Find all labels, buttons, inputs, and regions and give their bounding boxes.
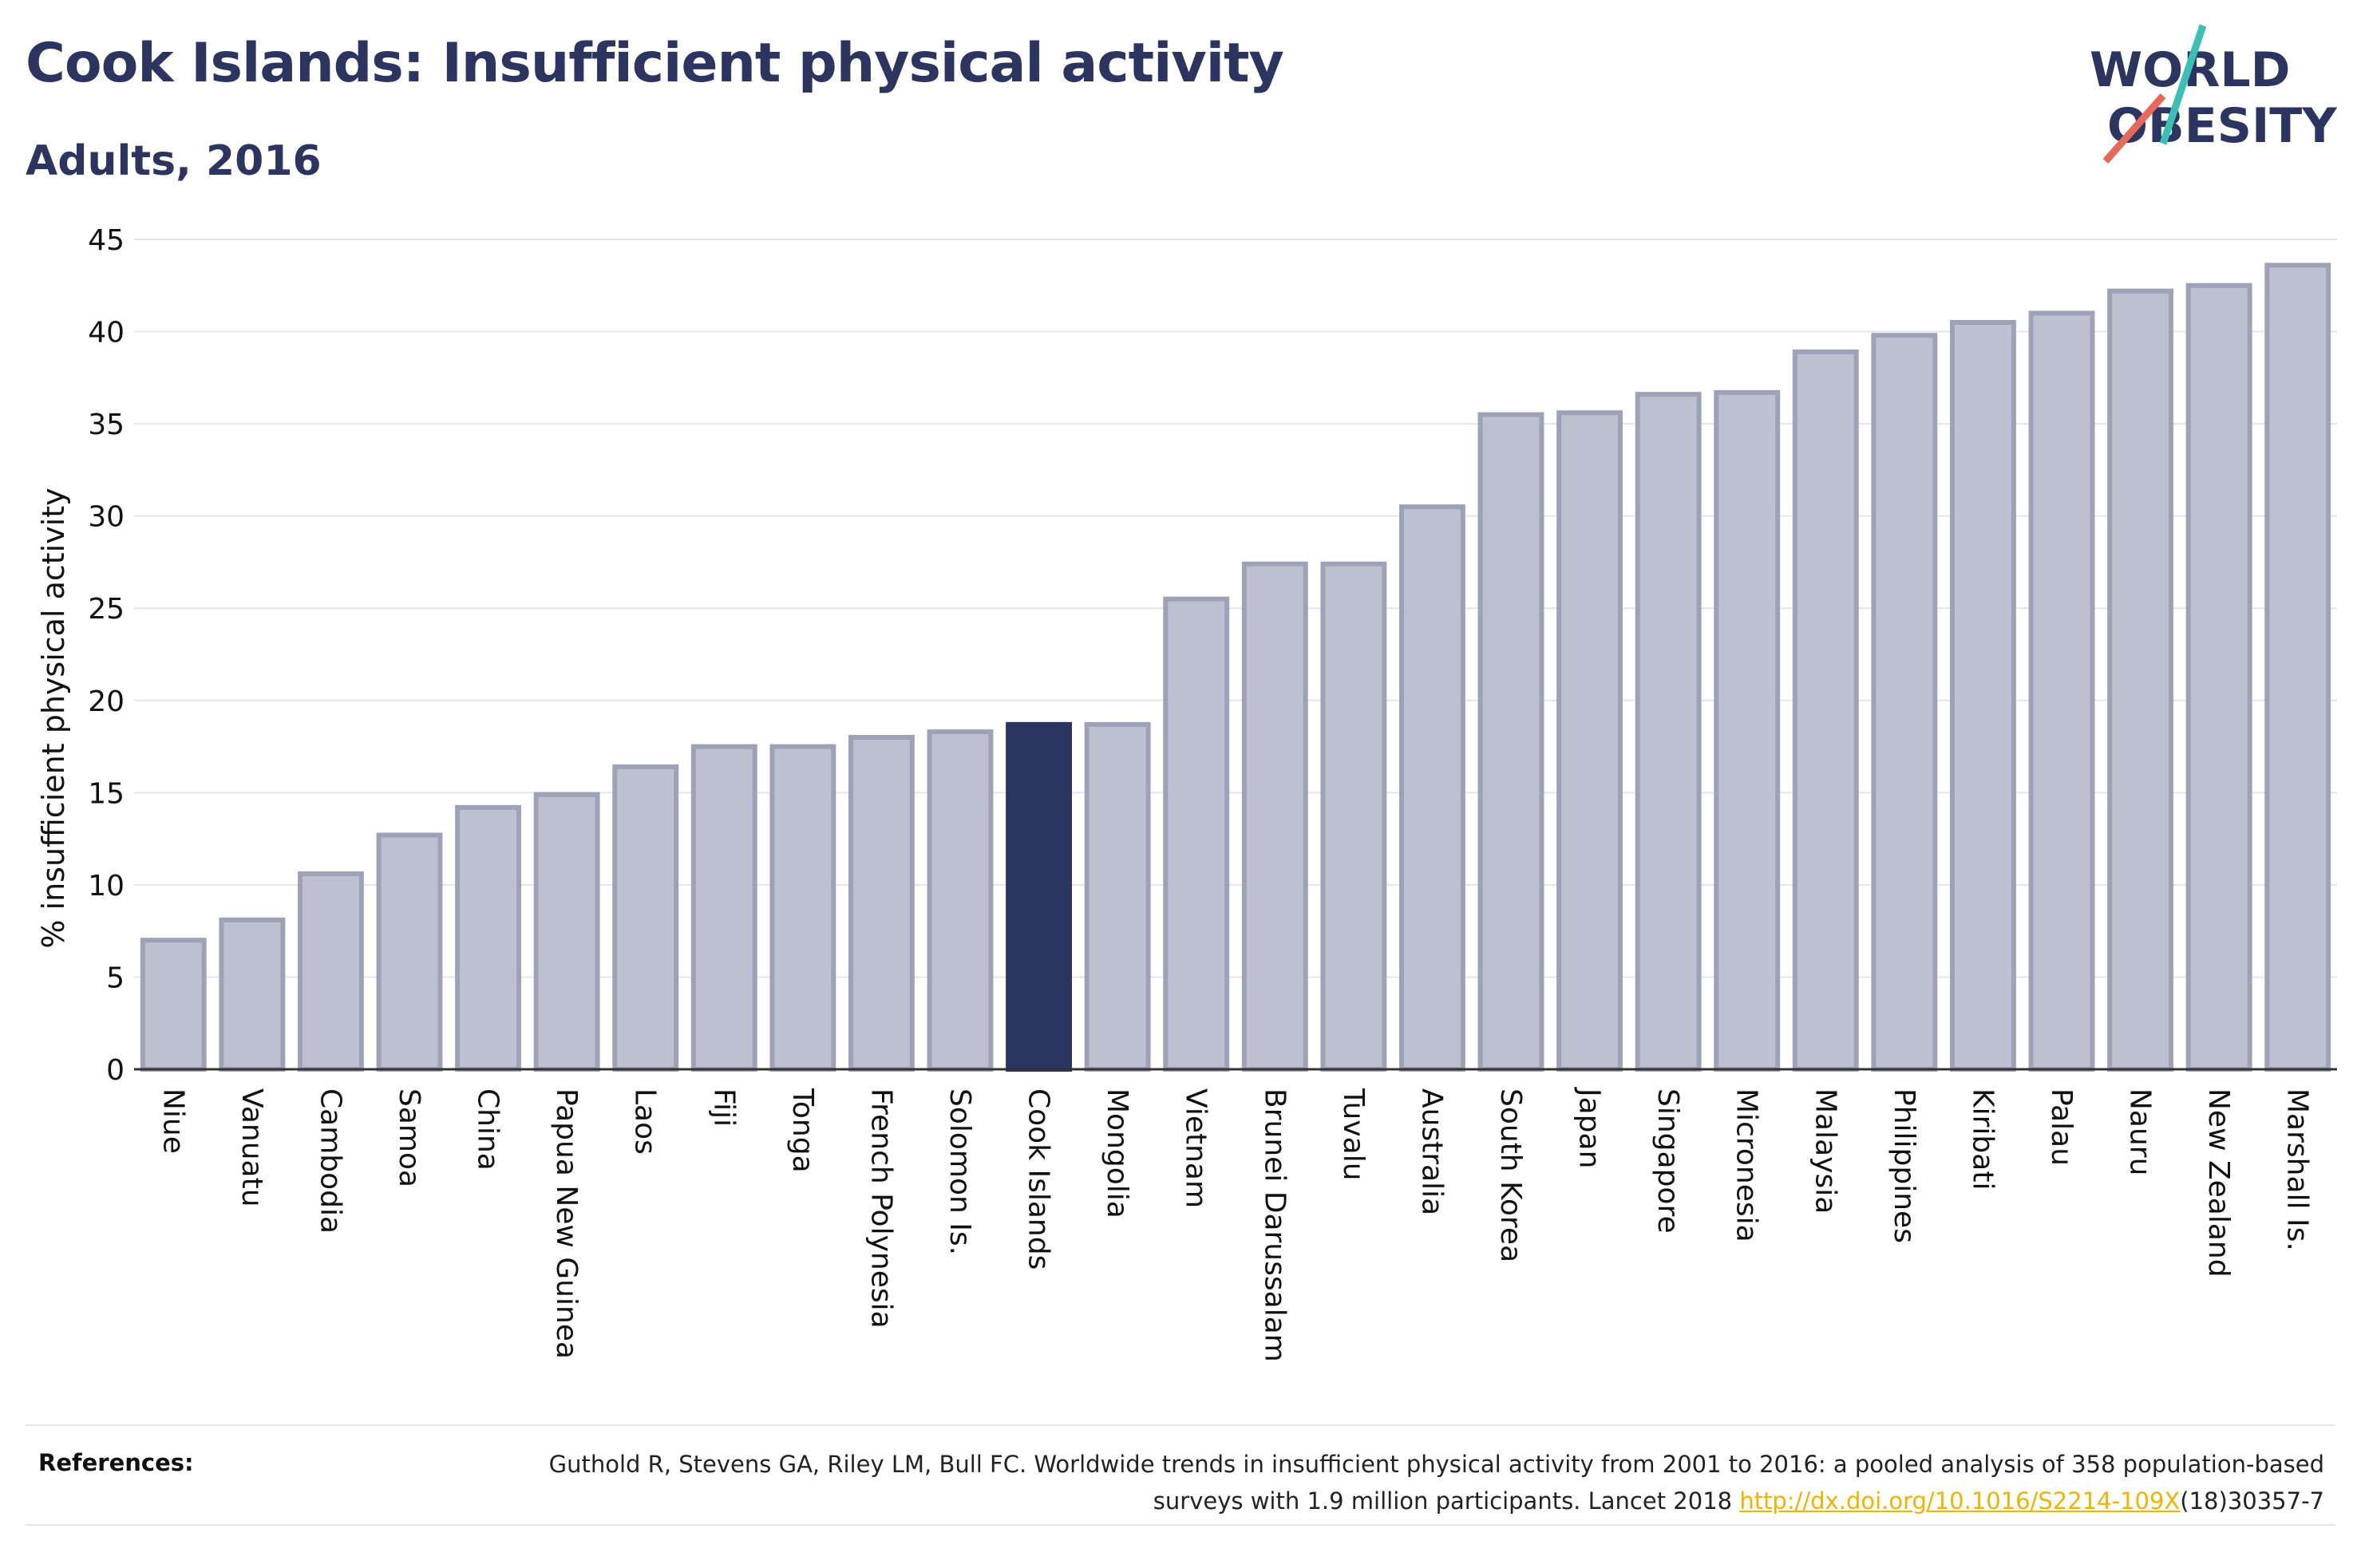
references-label: References: (38, 1449, 194, 1476)
x-tick-label: Palau (2045, 1088, 2078, 1166)
bar-tuvalu (1320, 561, 1387, 1072)
x-tick-label: Cook Islands (1022, 1088, 1055, 1270)
x-tick-label: Kiribati (1966, 1088, 1999, 1190)
x-tick-label: Nauru (2124, 1088, 2157, 1175)
x-tick-label: Laos (629, 1088, 662, 1155)
y-tick-label: 0 (106, 1054, 125, 1087)
bar-french-polynesia (848, 735, 915, 1072)
x-tick-label: South Korea (1494, 1088, 1527, 1262)
x-tick-label: Mongolia (1101, 1088, 1133, 1218)
bar-marshall-is (2264, 263, 2331, 1072)
x-tick-label: Fiji (707, 1088, 740, 1127)
y-tick-label: 20 (88, 685, 125, 718)
x-tick-label: Vietnam (1180, 1088, 1212, 1208)
y-tick-label: 5 (106, 962, 125, 994)
bar-micronesia (1714, 389, 1781, 1072)
x-tick-label: Tuvalu (1337, 1088, 1370, 1181)
chart-subtitle: Adults, 2016 (26, 137, 322, 185)
bar-tonga (769, 744, 836, 1072)
bar-philippines (1871, 333, 1938, 1072)
references-top-divider (26, 1424, 2335, 1426)
y-tick-label: 15 (88, 777, 125, 810)
x-tick-label: Vanuatu (235, 1088, 268, 1207)
bar-vietnam (1163, 596, 1230, 1072)
y-tick-label: 40 (88, 317, 125, 350)
x-tick-label: Malaysia (1809, 1088, 1841, 1214)
references-text: Guthold R, Stevens GA, Riley LM, Bull FC… (488, 1446, 2324, 1519)
bar-palau (2028, 310, 2095, 1072)
x-tick-label: China (472, 1088, 504, 1171)
reference-doi-link[interactable]: http://dx.doi.org/10.1016/S2214-109X (1739, 1487, 2181, 1515)
x-tick-label: Samoa (393, 1088, 425, 1187)
bar-singapore (1635, 392, 1702, 1072)
bar-new-zealand (2185, 282, 2252, 1072)
y-axis-ticks: 0 5 10 15 20 25 30 35 40 45 (88, 224, 125, 1087)
x-tick-label: Singapore (1651, 1088, 1684, 1234)
bar-chart: 0 5 10 15 20 25 30 35 40 45 Niue Vanuatu Cambodia Sa… (36, 224, 2337, 1362)
x-tick-label: Philippines (1888, 1088, 1920, 1243)
bar-japan (1556, 410, 1623, 1072)
logo-slash-teal (2159, 24, 2207, 145)
bar-malaysia (1792, 349, 1859, 1072)
x-tick-label: Micronesia (1730, 1088, 1763, 1242)
chart-title: Cook Islands: Insufficient physical acti… (26, 32, 1284, 95)
bar-samoa (376, 832, 443, 1072)
bar-brunei-darussalam (1241, 561, 1308, 1072)
bar-mongolia (1084, 721, 1151, 1072)
x-axis-labels: Niue Vanuatu Cambodia Samoa China Papua New G… (156, 1087, 2313, 1362)
x-tick-label: Solomon Is. (943, 1088, 976, 1255)
bar-laos (612, 764, 679, 1072)
x-tick-label: New Zealand (2202, 1088, 2235, 1278)
bar-fiji (690, 744, 757, 1072)
reference-citation: Guthold R, Stevens GA, Riley LM, Bull FC… (548, 1451, 2324, 1515)
reference-citation-suffix: (18)30357-7 (2180, 1487, 2324, 1515)
bar-niue (140, 938, 207, 1072)
bar-papua-new-guinea (533, 792, 600, 1072)
x-tick-label: Tonga (786, 1088, 819, 1173)
y-axis-label: % insufficient physical activity (36, 488, 71, 948)
x-tick-label: Australia (1415, 1088, 1448, 1215)
bar-solomon-is (927, 729, 994, 1072)
x-tick-label: Brunei Darussalam (1258, 1088, 1291, 1362)
y-tick-label: 10 (88, 870, 125, 902)
world-obesity-logo: WORLD OBESITY (2090, 24, 2338, 164)
bars (140, 263, 2331, 1072)
bar-china (455, 804, 522, 1072)
y-tick-label: 30 (88, 501, 125, 534)
x-tick-label: Japan (1573, 1087, 1606, 1168)
x-tick-label: Cambodia (314, 1088, 346, 1234)
bar-vanuatu (219, 917, 286, 1072)
logo-word-obesity: OBESITY (2107, 98, 2338, 154)
bar-cook-islands (1006, 721, 1073, 1072)
logo-slash-coral (2102, 93, 2166, 164)
bar-australia (1398, 504, 1465, 1072)
bar-south-korea (1477, 412, 1544, 1072)
bar-cambodia (297, 871, 364, 1072)
x-tick-label: Niue (156, 1088, 189, 1154)
x-tick-label: Papua New Guinea (550, 1088, 583, 1359)
bar-kiribati (1949, 320, 2016, 1072)
x-tick-label: Marshall Is. (2281, 1088, 2314, 1251)
y-tick-label: 45 (88, 224, 125, 257)
references-bottom-divider (26, 1524, 2335, 1526)
y-tick-label: 25 (88, 593, 125, 626)
bar-nauru (2107, 288, 2174, 1072)
y-tick-label: 35 (88, 409, 125, 441)
x-tick-label: French Polynesia (864, 1088, 897, 1329)
